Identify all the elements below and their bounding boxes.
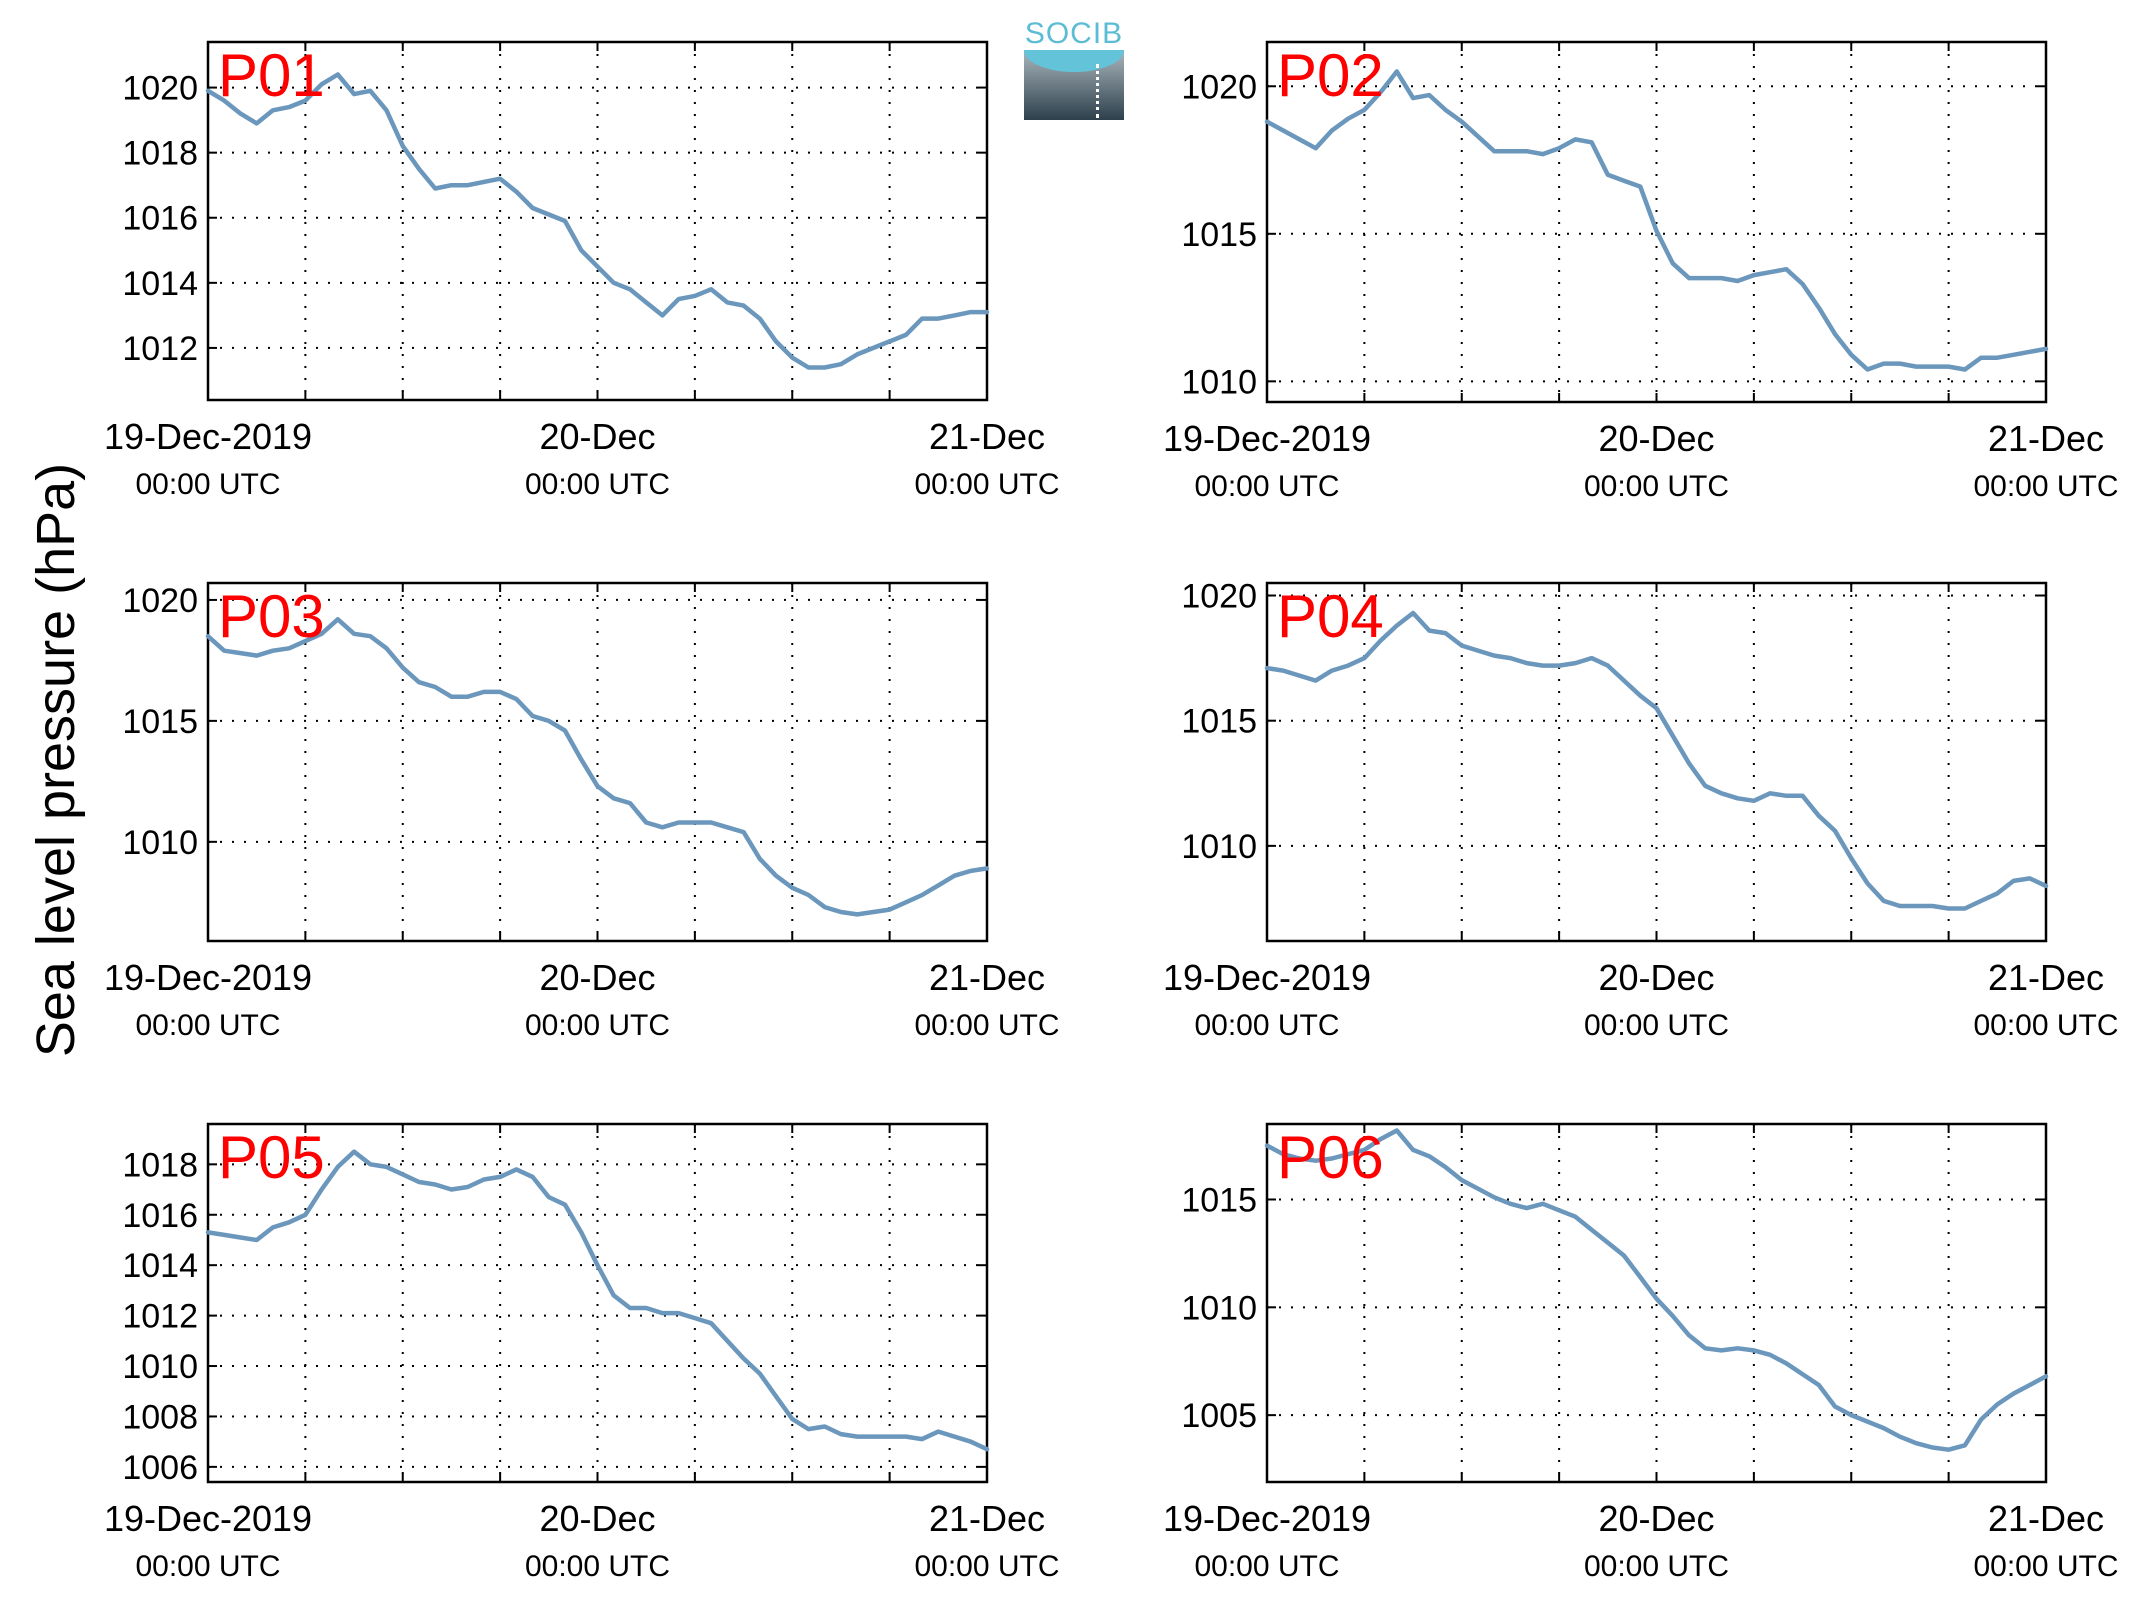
- y-tick-label: 1018: [122, 135, 198, 173]
- x-tick-date: 21-Dec: [929, 957, 1045, 998]
- x-tick-date: 19-Dec-2019: [104, 957, 312, 998]
- x-tick-time: 00:00 UTC: [1584, 1009, 1729, 1042]
- x-tick-date: 20-Dec: [539, 1498, 655, 1539]
- x-tick-time: 00:00 UTC: [1584, 470, 1729, 503]
- station-label: P06: [1277, 1124, 1384, 1191]
- station-label: P03: [218, 583, 325, 650]
- axes-frame: [1265, 40, 2048, 404]
- x-tick-time: 00:00 UTC: [135, 1009, 280, 1042]
- y-tick-label: 1010: [122, 1348, 198, 1386]
- x-tick-time: 00:00 UTC: [1973, 470, 2118, 503]
- chart-panel-p01: 1012 1014 1016 1018 1020 P01 19-Dec-2019 00:00 …: [104, 40, 1060, 501]
- x-tick-time: 00:00 UTC: [135, 468, 280, 501]
- x-tick-date: 20-Dec: [1598, 957, 1714, 998]
- x-tick-date: 20-Dec: [539, 416, 655, 457]
- y-tick-label: 1016: [122, 200, 198, 238]
- x-tick-date: 20-Dec: [1598, 418, 1714, 459]
- station-label: P04: [1277, 583, 1384, 650]
- y-tick-label: 1020: [1181, 578, 1257, 616]
- y-tick-label: 1010: [122, 824, 198, 862]
- x-tick-time: 00:00 UTC: [525, 1009, 670, 1042]
- axes-frame: [1265, 1122, 2048, 1484]
- x-tick-time: 00:00 UTC: [1194, 1009, 1339, 1042]
- y-tick-label: 1020: [122, 70, 198, 108]
- logo-dots: [1096, 64, 1099, 118]
- x-tick-date: 21-Dec: [1988, 957, 2104, 998]
- y-tick-label: 1010: [1181, 363, 1257, 401]
- y-tick-label: 1006: [122, 1449, 198, 1487]
- y-tick-label: 1015: [1181, 703, 1257, 741]
- x-tick-date: 19-Dec-2019: [1163, 957, 1371, 998]
- socib-logo: SOCIB: [1024, 18, 1124, 122]
- x-tick-date: 19-Dec-2019: [104, 416, 312, 457]
- y-tick-label: 1015: [122, 703, 198, 741]
- axes-frame: [206, 581, 989, 943]
- station-label: P05: [218, 1124, 325, 1191]
- pressure-line: [205, 617, 990, 917]
- axes-frame: [1265, 581, 2048, 943]
- x-tick-date: 20-Dec: [539, 957, 655, 998]
- logo-wave: [1024, 50, 1124, 72]
- pressure-line: [1264, 69, 2049, 372]
- x-tick-time: 00:00 UTC: [525, 1550, 670, 1583]
- axes-frame: [206, 40, 989, 402]
- y-tick-label: 1014: [122, 1247, 198, 1285]
- x-tick-date: 19-Dec-2019: [104, 1498, 312, 1539]
- x-tick-time: 00:00 UTC: [914, 1009, 1059, 1042]
- x-tick-date: 21-Dec: [1988, 418, 2104, 459]
- x-tick-time: 00:00 UTC: [914, 468, 1059, 501]
- y-tick-label: 1005: [1181, 1397, 1257, 1435]
- y-tick-label: 1012: [122, 1298, 198, 1336]
- x-tick-time: 00:00 UTC: [135, 1550, 280, 1583]
- x-tick-date: 21-Dec: [929, 416, 1045, 457]
- pressure-line: [205, 72, 990, 370]
- logo-text: SOCIB: [1024, 17, 1124, 50]
- x-tick-time: 00:00 UTC: [1584, 1550, 1729, 1583]
- y-tick-label: 1015: [1181, 216, 1257, 254]
- chart-panel-p05: 1006 1008 1010 1012 1014 1016 1018 P05 19-Dec-20…: [104, 1122, 1060, 1583]
- y-tick-label: 1015: [1181, 1181, 1257, 1219]
- chart-panel-p03: 1010 1015 1020 P03 19-Dec-2019 00:00 UTC 20-De…: [104, 581, 1060, 1042]
- x-tick-time: 00:00 UTC: [1973, 1009, 2118, 1042]
- x-tick-time: 00:00 UTC: [525, 468, 670, 501]
- y-tick-label: 1008: [122, 1398, 198, 1436]
- y-tick-label: 1010: [1181, 828, 1257, 866]
- station-label: P02: [1277, 42, 1384, 109]
- chart-panel-p04: 1010 1015 1020 P04 19-Dec-2019 00:00 UTC 20-De…: [1163, 578, 2119, 1042]
- y-tick-label: 1016: [122, 1197, 198, 1235]
- pressure-line: [1264, 1128, 2049, 1452]
- x-tick-date: 21-Dec: [929, 1498, 1045, 1539]
- station-label: P01: [218, 42, 325, 109]
- x-tick-time: 00:00 UTC: [1194, 470, 1339, 503]
- y-tick-label: 1014: [122, 265, 198, 303]
- y-tick-label: 1018: [122, 1146, 198, 1184]
- y-tick-label: 1010: [1181, 1289, 1257, 1327]
- axes-frame: [206, 1122, 989, 1484]
- y-axis-label: Sea level pressure (hPa): [26, 462, 86, 1058]
- x-tick-date: 19-Dec-2019: [1163, 418, 1371, 459]
- chart-panel-p06: 1005 1010 1015 P06 19-Dec-2019 00:00 UTC 20-De…: [1163, 1122, 2119, 1583]
- x-tick-time: 00:00 UTC: [1194, 1550, 1339, 1583]
- y-tick-label: 1020: [122, 582, 198, 620]
- x-tick-time: 00:00 UTC: [914, 1550, 1059, 1583]
- y-tick-label: 1012: [122, 330, 198, 368]
- chart-panel-p02: 1010 1015 1020 P02 19-Dec-2019 00:00 UTC 20-De…: [1163, 40, 2119, 503]
- x-tick-time: 00:00 UTC: [1973, 1550, 2118, 1583]
- pressure-line: [1264, 610, 2049, 911]
- x-tick-date: 21-Dec: [1988, 1498, 2104, 1539]
- x-tick-date: 19-Dec-2019: [1163, 1498, 1371, 1539]
- pressure-line: [205, 1149, 990, 1452]
- y-tick-label: 1020: [1181, 68, 1257, 106]
- x-tick-date: 20-Dec: [1598, 1498, 1714, 1539]
